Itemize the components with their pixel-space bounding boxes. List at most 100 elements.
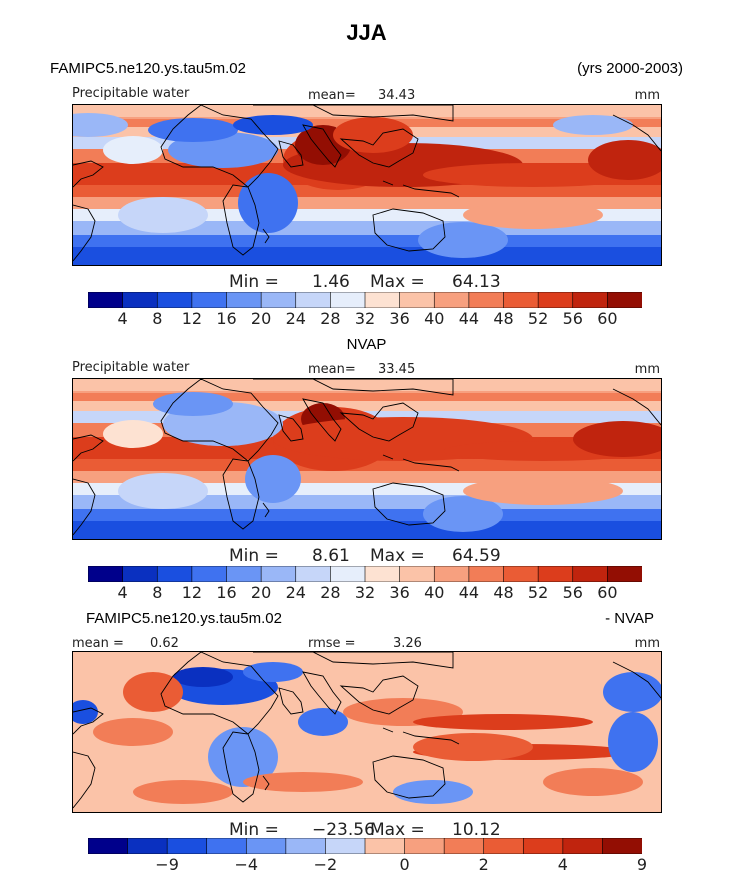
coastline: [253, 105, 454, 122]
colorbar-tick-label: 40: [424, 309, 445, 328]
coastline: [73, 478, 96, 536]
colorbar-tick-label: 52: [527, 309, 549, 328]
colorbar-tick-label: 4: [117, 309, 128, 328]
colorbar-tick-label: 4: [557, 855, 568, 874]
panel1-min-label: Min =: [229, 272, 279, 292]
colorbar-box: [607, 292, 642, 308]
colorbar-tick-label: 36: [389, 309, 410, 328]
colorbar-tick-label: 2: [478, 855, 489, 874]
colorbar-box: [88, 292, 124, 308]
panel1-min-value: 1.46: [312, 272, 350, 292]
colorbar-tick-label: 0: [399, 855, 410, 874]
panel1-years: (yrs 2000-2003): [577, 60, 683, 77]
colorbar-box: [206, 838, 247, 854]
colorbar-tick-label: 48: [493, 583, 514, 602]
coastline: [339, 402, 419, 442]
colorbar-tick-label: 20: [250, 309, 272, 328]
panel2-map-svg: [73, 379, 661, 539]
colorbar-tick-label: 52: [527, 583, 549, 602]
coastline: [372, 482, 446, 526]
colorbar-tick-label: 28: [320, 309, 341, 328]
colorbar-box: [260, 566, 297, 582]
coastline: [253, 379, 454, 396]
coastline: [612, 388, 661, 426]
colorbar-tick-label: 60: [597, 583, 618, 602]
colorbar-box: [503, 292, 539, 308]
panel3-max-label: Max =: [370, 820, 425, 840]
panel1-mean-value: 34.43: [378, 88, 416, 103]
colorbar-box: [364, 292, 401, 308]
colorbar-box: [245, 838, 287, 854]
colorbar-box: [226, 566, 262, 582]
coastline: [372, 208, 446, 252]
coastline: [612, 114, 661, 152]
colorbar-box: [404, 838, 445, 854]
panel2-colorbar-svg: [88, 566, 642, 582]
coastline: [382, 180, 460, 198]
panel3-rmse-value: 3.26: [393, 636, 422, 651]
colorbar-tick-label: 28: [320, 583, 341, 602]
colorbar-box: [364, 838, 406, 854]
panel2-mean-label: mean=: [308, 362, 356, 377]
colorbar-tick-label: 16: [216, 309, 237, 328]
panel3-rmse-label: rmse =: [308, 636, 356, 651]
coastline: [73, 707, 104, 735]
colorbar-tick-label: 56: [562, 309, 583, 328]
colorbar-tick-label: 9: [636, 855, 648, 874]
coastline: [160, 652, 279, 735]
coastline: [302, 124, 342, 168]
coastline: [382, 454, 460, 472]
panel1-coastlines: [73, 105, 661, 262]
colorbar-box: [226, 292, 262, 308]
panel1-max-value: 64.13: [452, 272, 501, 292]
colorbar-box: [122, 566, 158, 582]
colorbar-tick-label: 44: [458, 309, 480, 328]
coastline: [382, 727, 460, 745]
coastline: [73, 160, 104, 188]
panel2-max-value: 64.59: [452, 546, 501, 566]
colorbar-tick-label: 16: [216, 583, 237, 602]
coastline: [302, 671, 342, 715]
colorbar-box: [602, 838, 642, 854]
panel3-max-value: 10.12: [452, 820, 501, 840]
colorbar-tick-label: 4: [117, 583, 128, 602]
coastline: [339, 128, 419, 168]
panel3-mean-label: mean =: [72, 636, 124, 651]
colorbar-box: [156, 292, 193, 308]
panel1-max-label: Max =: [370, 272, 425, 292]
colorbar-box: [88, 566, 124, 582]
colorbar-box: [562, 838, 604, 854]
colorbar-tick-label: 60: [597, 309, 618, 328]
coastline: [253, 652, 454, 669]
coastline: [222, 184, 260, 256]
coastline: [222, 458, 260, 530]
colorbar-box: [88, 838, 129, 854]
panel2-min-label: Min =: [229, 546, 279, 566]
panel2-variable-label: Precipitable water: [72, 360, 190, 375]
panel1-field: [73, 105, 661, 265]
colorbar-tick-label: 36: [389, 583, 410, 602]
colorbar-box: [572, 566, 609, 582]
colorbar-tick-label: −4: [234, 855, 259, 874]
coastline: [372, 755, 446, 799]
colorbar-tick-label: 48: [493, 309, 514, 328]
colorbar-tick-label: 8: [152, 583, 163, 602]
colorbar-box: [483, 838, 524, 854]
colorbar-box: [122, 292, 158, 308]
colorbar-box: [468, 566, 505, 582]
panel2-field: [73, 379, 661, 539]
colorbar-box: [156, 566, 193, 582]
colorbar-box: [433, 292, 470, 308]
colorbar-box: [399, 566, 435, 582]
colorbar-box: [537, 292, 574, 308]
coastline: [262, 775, 270, 791]
panel3-colorbar: [88, 838, 642, 854]
coastline: [160, 379, 279, 462]
panel2-min-value: 8.61: [312, 546, 350, 566]
colorbar-box: [191, 292, 228, 308]
panel3-colorbar-ticks: −9 −4 −2 0 2 4 9: [88, 855, 647, 877]
coastline: [262, 502, 270, 518]
colorbar-box: [325, 838, 366, 854]
colorbar-tick-label: 24: [285, 583, 306, 602]
panel3-map-svg: [73, 652, 661, 812]
